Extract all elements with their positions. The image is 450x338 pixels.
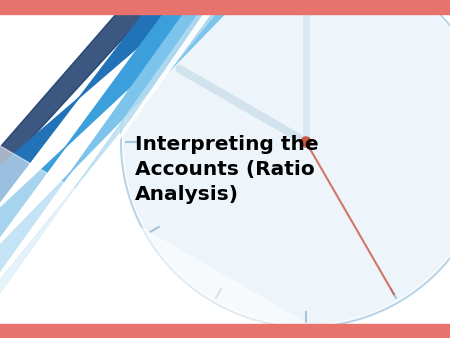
Circle shape <box>301 137 311 147</box>
Polygon shape <box>0 0 222 318</box>
Text: Interpreting the
Accounts (Ratio
Analysis): Interpreting the Accounts (Ratio Analysi… <box>135 135 319 203</box>
Polygon shape <box>0 0 240 278</box>
Polygon shape <box>0 0 225 243</box>
Polygon shape <box>0 0 195 208</box>
Bar <box>0 324 450 338</box>
Circle shape <box>110 0 450 338</box>
Bar <box>0 0 450 14</box>
Polygon shape <box>0 143 340 338</box>
Polygon shape <box>0 0 228 300</box>
Polygon shape <box>0 0 160 178</box>
Circle shape <box>124 0 450 324</box>
